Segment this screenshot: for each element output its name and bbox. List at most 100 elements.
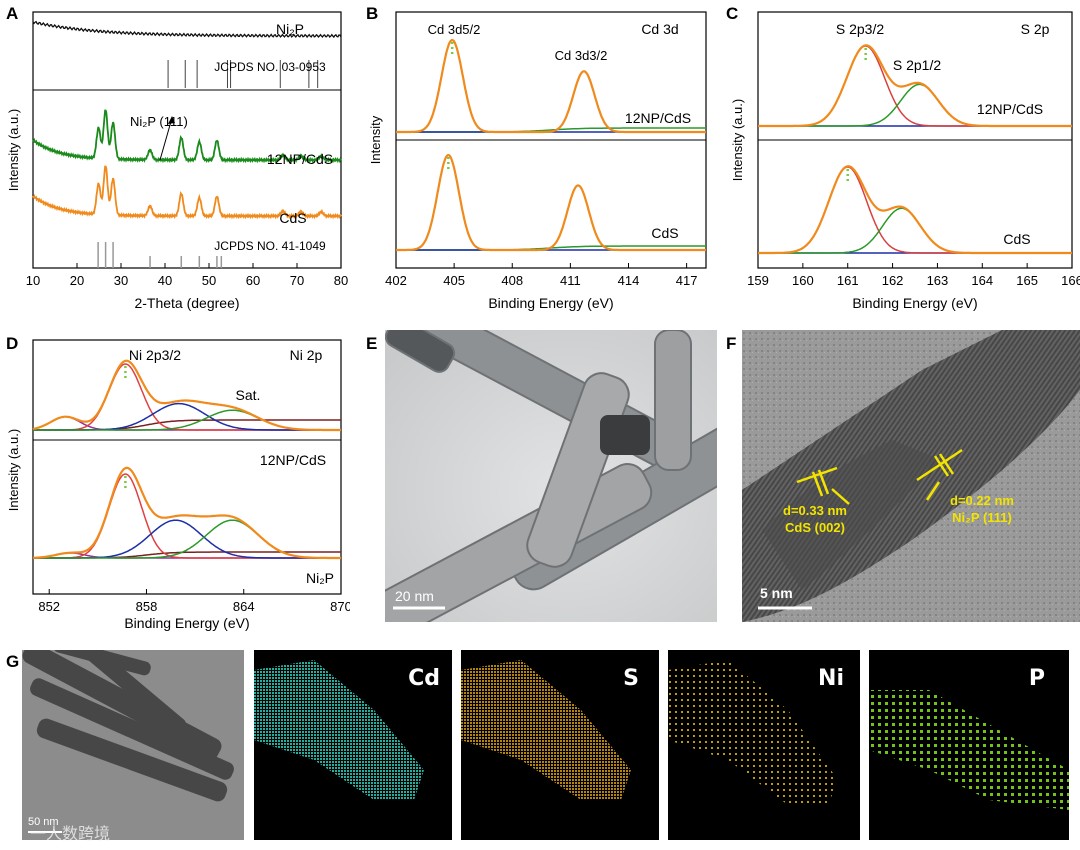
eds-map-p: P [869,650,1069,840]
series-12np-cds [32,109,342,164]
y-axis-label: Intensity (a.u.) [6,429,21,511]
x-tick-label: 864 [233,599,255,614]
x-tick-label: 161 [837,273,859,288]
panel-label: D [6,334,19,353]
x-tick-label: 852 [38,599,60,614]
lattice-annotation-cds: d=0.33 nm CdS (002) [760,502,870,536]
x-tick-label: 50 [202,273,216,288]
panel-title: Cd 3d [641,21,678,37]
d-spacing-cds: d=0.33 nm [783,503,847,518]
x-tick-label: 408 [501,273,523,288]
x-tick-label: 60 [246,273,260,288]
x-tick-label: 163 [927,273,949,288]
x-axis-label: Binding Energy (eV) [852,295,977,311]
eds-label-s: S [623,666,639,691]
eds-label-ni: Ni [818,666,844,691]
series-label-ni2p: Ni₂P [276,21,304,37]
fit-envelope [33,466,341,560]
x-tick-label: 20 [70,273,84,288]
eds-map-s: S [461,650,659,840]
x-tick-label: 402 [385,273,407,288]
eds-label-cd: Cd [408,666,440,691]
x-axis-label: 2-Theta (degree) [134,295,239,311]
panel-title: S 2p [1021,21,1050,37]
x-tick-label: 414 [618,273,640,288]
x-axis-label: Binding Energy (eV) [124,615,249,631]
eds-map-cd: Cd [254,650,452,840]
x-tick-label: 160 [792,273,814,288]
watermark: 一人数跨境 [30,824,111,843]
annotation-ni2p-111: Ni₂P (111) [130,114,188,129]
fit-envelope [758,44,1072,128]
panel-b: B Intensity Binding Energy (eV) Cd 3d Cd… [360,0,715,320]
x-tick-label: 80 [334,273,348,288]
fit-envelope [758,165,1072,255]
peak-label-sat: Sat. [236,387,261,403]
panel-title: Ni 2p [290,347,323,363]
sample-label-12np: 12NP/CdS [260,452,326,468]
peak-label-ni2p32: Ni 2p3/2 [129,347,181,363]
plane-ni2p: Ni₂P (111) [952,510,1012,525]
series-label-cds: CdS [279,210,306,226]
sample-label-cds: CdS [651,225,678,241]
hrtem-image: d=0.33 nm CdS (002) d=0.22 nm Ni₂P (111)… [742,330,1080,622]
x-tick-label: 870 [330,599,350,614]
eds-map-ni: Ni [668,650,860,840]
sample-label-12np: 12NP/CdS [977,101,1043,117]
eds-bright-field: 50 nm [22,650,244,840]
panel-label: C [726,4,739,23]
x-tick-label: 40 [158,273,172,288]
x-tick-label: 405 [443,273,465,288]
tem-image: 20 nm [385,330,717,622]
ref-label-bottom: JCPDS NO. 41-1049 [214,239,326,253]
x-tick-label: 164 [971,273,993,288]
nanorod-illustration [385,330,717,622]
xrd-chart: Intensity (a.u.) 2-Theta (degree) Ni₂P J… [6,11,348,311]
ref-label-top: JCPDS NO. 03-0953 [214,60,326,74]
x-tick-label: 159 [747,273,769,288]
fit-envelope [396,38,706,134]
panel-f: F [720,330,1080,630]
y-axis-label: Intensity (a.u.) [6,109,21,191]
y-axis-label: Intensity (a.u.) [730,99,745,181]
panel-e: E 20 nm [360,330,720,630]
xps-s2p-chart: Intensity (a.u.) Binding Energy (eV) S 2… [730,11,1080,311]
x-tick-label: 417 [676,273,698,288]
annotation-arrow [159,117,173,161]
series-ni2p [32,20,342,39]
x-axis-label: Binding Energy (eV) [488,295,613,311]
sample-label-cds: CdS [1003,231,1030,247]
series-label-12np: 12NP/CdS [267,151,333,167]
panel-label: E [366,334,378,353]
panel-label: A [6,4,19,23]
xps-cd3d-chart: Intensity Binding Energy (eV) Cd 3d Cd 3… [368,11,707,311]
series-cds [32,165,342,220]
lattice-illustration [742,330,1080,622]
eds-label-p: P [1028,666,1045,691]
y-axis-label: Intensity [368,115,383,164]
x-tick-label: 411 [560,273,581,288]
fit-envelope [396,153,706,252]
peak-label-cd3d52: Cd 3d5/2 [428,22,481,37]
x-tick-label: 166 [1061,273,1080,288]
scale-bar-label: 5 nm [760,585,793,601]
panel-a: A Intensity (a.u.) 2-Theta (degree) Ni₂P… [0,0,350,320]
fit-envelope [32,359,341,432]
plot-frame [32,11,342,269]
panel-label: B [366,4,379,23]
sample-label-ni2p: Ni₂P [306,570,334,586]
sample-label-12np: 12NP/CdS [625,110,691,126]
x-tick-label: 30 [114,273,128,288]
peak-label-cd3d32: Cd 3d3/2 [555,48,608,63]
panel-label: F [726,334,737,353]
arrow-head [168,116,175,124]
lattice-annotation-ni2p: d=0.22 nm Ni₂P (111) [922,492,1042,526]
x-tick-label: 162 [882,273,904,288]
panel-g: G 50 nm Cd S [0,640,1080,850]
x-tick-label: 858 [136,599,158,614]
d-spacing-ni2p: d=0.22 nm [950,493,1014,508]
panel-d: D Intensity (a.u.) Binding Energy (eV) N… [0,330,350,640]
panel-label: G [6,652,20,671]
x-tick-label: 70 [290,273,304,288]
scale-bar-label: 50 nm [28,816,59,828]
